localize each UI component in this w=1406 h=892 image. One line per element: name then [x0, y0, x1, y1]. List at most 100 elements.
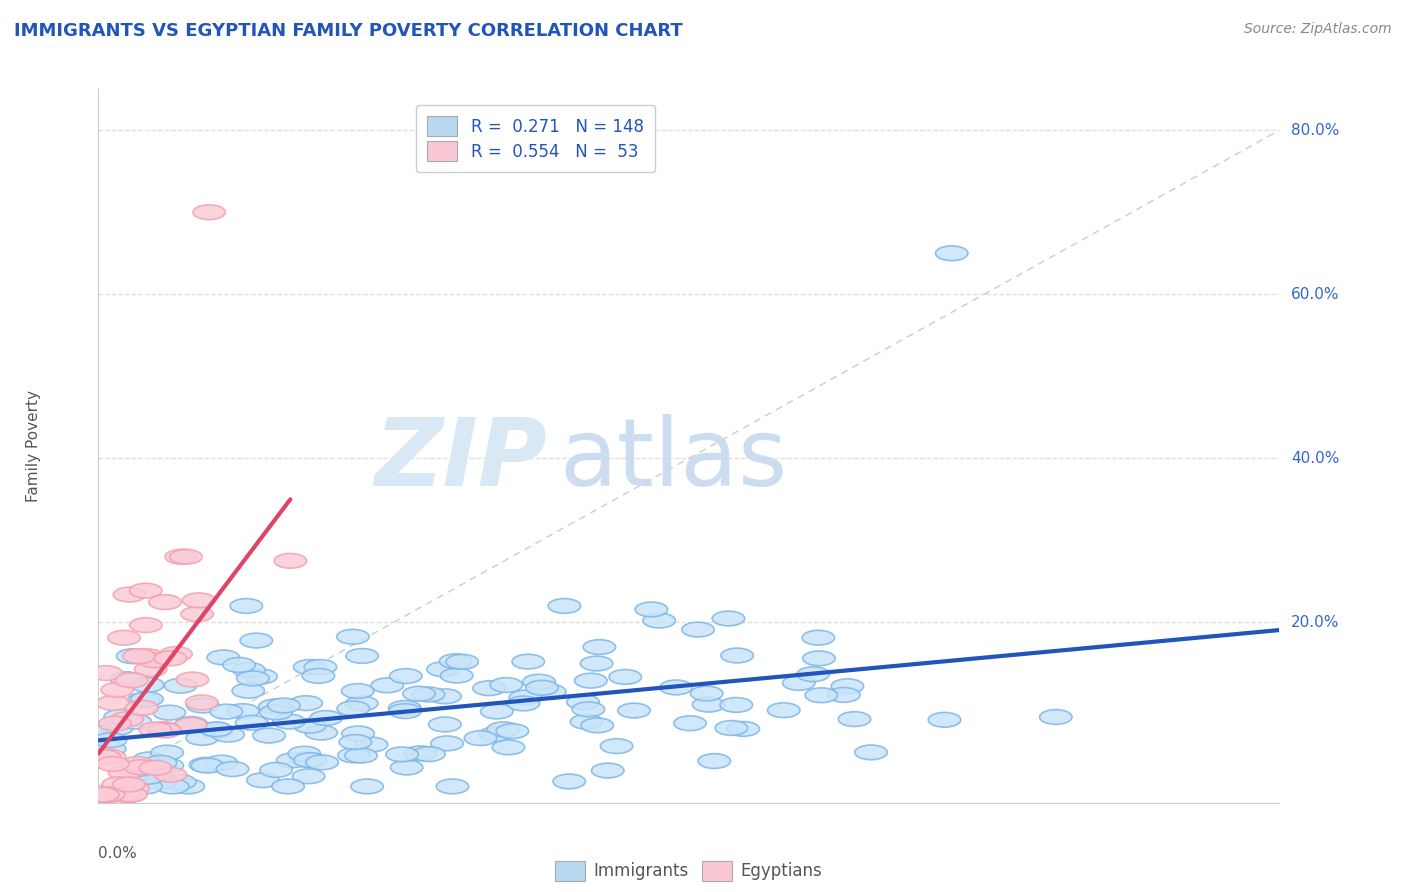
Ellipse shape: [240, 633, 273, 648]
Ellipse shape: [721, 648, 754, 663]
Ellipse shape: [486, 722, 520, 737]
Ellipse shape: [104, 709, 136, 724]
Ellipse shape: [89, 750, 121, 764]
Text: 80.0%: 80.0%: [1291, 123, 1340, 137]
Ellipse shape: [553, 774, 585, 789]
Ellipse shape: [101, 682, 134, 698]
Ellipse shape: [89, 788, 121, 802]
Ellipse shape: [163, 774, 195, 789]
Ellipse shape: [855, 745, 887, 760]
Ellipse shape: [294, 753, 326, 767]
Ellipse shape: [259, 699, 291, 714]
Ellipse shape: [508, 696, 540, 711]
Ellipse shape: [464, 731, 496, 746]
Ellipse shape: [183, 593, 215, 607]
Ellipse shape: [491, 678, 523, 692]
Ellipse shape: [110, 788, 142, 802]
Ellipse shape: [440, 654, 472, 669]
Ellipse shape: [217, 762, 249, 776]
Ellipse shape: [114, 788, 146, 802]
Ellipse shape: [190, 757, 222, 772]
Ellipse shape: [149, 723, 181, 738]
Ellipse shape: [713, 611, 745, 626]
Ellipse shape: [129, 618, 162, 632]
Ellipse shape: [236, 715, 269, 731]
Ellipse shape: [288, 747, 321, 761]
Ellipse shape: [131, 692, 163, 706]
Ellipse shape: [617, 703, 650, 718]
Ellipse shape: [797, 667, 830, 681]
Ellipse shape: [115, 788, 148, 802]
Ellipse shape: [277, 753, 309, 768]
Ellipse shape: [388, 700, 420, 715]
Ellipse shape: [440, 668, 472, 683]
Ellipse shape: [236, 671, 269, 686]
Ellipse shape: [94, 732, 127, 747]
Ellipse shape: [149, 595, 181, 609]
Ellipse shape: [115, 673, 148, 688]
Ellipse shape: [174, 718, 207, 732]
Ellipse shape: [307, 755, 339, 770]
Ellipse shape: [806, 688, 838, 703]
Ellipse shape: [305, 725, 337, 740]
Ellipse shape: [129, 779, 162, 794]
Ellipse shape: [200, 723, 233, 738]
Ellipse shape: [413, 747, 446, 762]
Text: 0.0%: 0.0%: [98, 846, 138, 861]
Ellipse shape: [337, 701, 370, 716]
Ellipse shape: [371, 678, 404, 693]
Ellipse shape: [600, 739, 633, 754]
Ellipse shape: [430, 736, 464, 751]
Ellipse shape: [112, 587, 146, 602]
Ellipse shape: [716, 721, 748, 735]
Ellipse shape: [207, 650, 239, 665]
Ellipse shape: [90, 665, 122, 681]
Ellipse shape: [935, 246, 967, 260]
Ellipse shape: [150, 745, 183, 760]
Ellipse shape: [1039, 710, 1071, 724]
Ellipse shape: [643, 613, 675, 628]
Ellipse shape: [155, 651, 187, 665]
Ellipse shape: [153, 706, 186, 720]
Ellipse shape: [91, 788, 124, 802]
Ellipse shape: [187, 698, 219, 713]
Ellipse shape: [274, 553, 307, 568]
Ellipse shape: [446, 655, 478, 669]
Ellipse shape: [412, 687, 444, 702]
Ellipse shape: [139, 653, 172, 667]
Ellipse shape: [131, 678, 165, 692]
Ellipse shape: [231, 599, 263, 614]
Ellipse shape: [253, 728, 285, 743]
Ellipse shape: [481, 704, 513, 719]
Ellipse shape: [609, 670, 641, 684]
Ellipse shape: [120, 714, 152, 729]
Ellipse shape: [342, 726, 374, 741]
Ellipse shape: [389, 704, 422, 718]
Ellipse shape: [245, 669, 277, 684]
Ellipse shape: [97, 788, 129, 802]
Ellipse shape: [267, 698, 299, 713]
Ellipse shape: [659, 680, 692, 695]
Ellipse shape: [174, 716, 208, 731]
Ellipse shape: [200, 722, 232, 737]
Ellipse shape: [336, 630, 370, 644]
Ellipse shape: [385, 747, 419, 762]
Text: 60.0%: 60.0%: [1291, 286, 1340, 301]
Ellipse shape: [128, 693, 160, 707]
Ellipse shape: [271, 779, 304, 794]
Ellipse shape: [292, 769, 325, 784]
Ellipse shape: [567, 695, 599, 709]
Ellipse shape: [121, 762, 153, 777]
Ellipse shape: [583, 640, 616, 655]
Ellipse shape: [356, 737, 388, 752]
Ellipse shape: [186, 731, 218, 746]
Ellipse shape: [112, 777, 145, 792]
Ellipse shape: [108, 631, 141, 645]
Ellipse shape: [165, 549, 197, 564]
Ellipse shape: [97, 756, 129, 772]
Ellipse shape: [352, 779, 384, 794]
Ellipse shape: [121, 756, 153, 772]
Ellipse shape: [831, 679, 863, 694]
Ellipse shape: [135, 662, 167, 676]
Ellipse shape: [337, 747, 370, 763]
